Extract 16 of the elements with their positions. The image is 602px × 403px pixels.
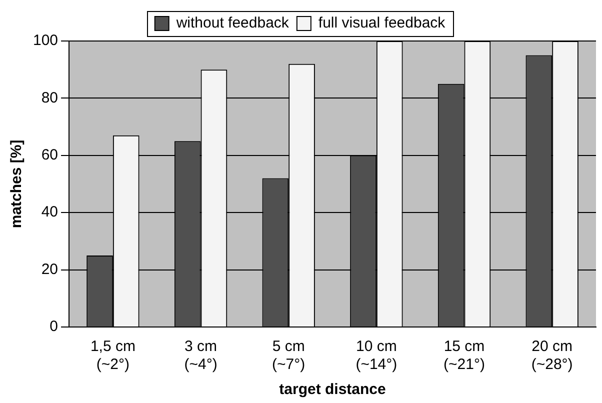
y-tick-label: 20 (41, 260, 58, 278)
x-tick-label: 3 cm (~4°) (184, 338, 218, 374)
y-axis-title: matches [%] (8, 140, 26, 228)
y-tick-label: 40 (41, 204, 58, 221)
x-tick-label: 10 cm (~14°) (356, 338, 398, 374)
x-tick-label: 15 cm (~21°) (444, 338, 485, 374)
x-axis-title: target distance (279, 381, 386, 398)
y-tick-label: 60 (41, 146, 58, 164)
x-tick-label: 1,5 cm (~2°) (90, 338, 136, 374)
y-tick-label: 80 (41, 89, 58, 106)
y-tick-label: 100 (32, 32, 58, 50)
legend-label: without feedback (175, 14, 290, 32)
y-tick-label: 0 (50, 318, 58, 336)
x-tick-label: 5 cm (~7°) (272, 338, 306, 374)
legend-label: full visual feedback (318, 14, 446, 32)
x-tick-label: 20 cm (~28°) (531, 338, 573, 374)
